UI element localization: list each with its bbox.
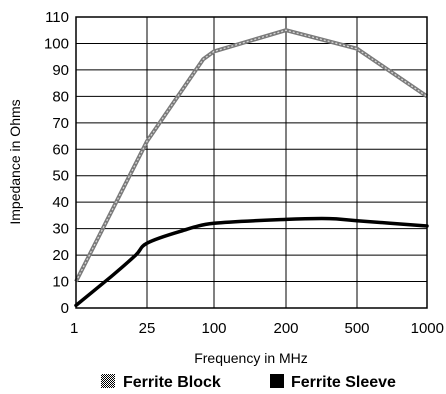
x-tick-labels: 1 25 100 200 500 1000 bbox=[70, 320, 444, 337]
legend-swatch-ferrite-block bbox=[101, 374, 115, 388]
y-tick-label-0: 0 bbox=[61, 300, 69, 317]
y-tick-labels: 0 10 20 30 40 50 60 70 80 90 100 110 bbox=[44, 9, 69, 317]
series-line-ferrite-block-texture bbox=[75, 29, 428, 282]
y-tick-label-5: 50 bbox=[52, 168, 69, 185]
y-tick-label-2: 20 bbox=[52, 247, 69, 264]
y-tick-label-6: 60 bbox=[52, 141, 69, 158]
x-axis-label: Frequency in MHz bbox=[194, 350, 308, 366]
y-tick-label-1: 10 bbox=[52, 274, 69, 291]
x-tick-label-1: 25 bbox=[139, 320, 156, 337]
x-tick-label-4: 500 bbox=[344, 320, 369, 337]
series-group bbox=[74, 28, 429, 308]
y-tick-label-3: 30 bbox=[52, 221, 69, 238]
y-tick-label-8: 80 bbox=[52, 88, 69, 105]
x-tick-label-3: 200 bbox=[273, 320, 298, 337]
y-axis-label: Impedance in Ohms bbox=[7, 99, 23, 224]
x-tick-label-0: 1 bbox=[70, 320, 78, 337]
legend-label-ferrite-block: Ferrite Block bbox=[123, 374, 221, 391]
y-tick-label-7: 70 bbox=[52, 115, 69, 132]
y-tick-label-11: 110 bbox=[45, 9, 69, 26]
x-tick-label-5: 1000 bbox=[411, 320, 444, 337]
series-line-ferrite-sleeve bbox=[74, 216, 429, 308]
legend: Ferrite Block Ferrite Sleeve bbox=[101, 374, 396, 391]
legend-swatch-ferrite-sleeve bbox=[270, 374, 284, 388]
plot-frame bbox=[75, 16, 428, 309]
y-tick-label-9: 90 bbox=[52, 62, 69, 79]
y-tick-label-10: 100 bbox=[44, 35, 69, 52]
legend-label-ferrite-sleeve: Ferrite Sleeve bbox=[291, 374, 396, 391]
x-tick-label-2: 100 bbox=[201, 320, 226, 337]
y-tick-label-4: 40 bbox=[52, 194, 69, 211]
